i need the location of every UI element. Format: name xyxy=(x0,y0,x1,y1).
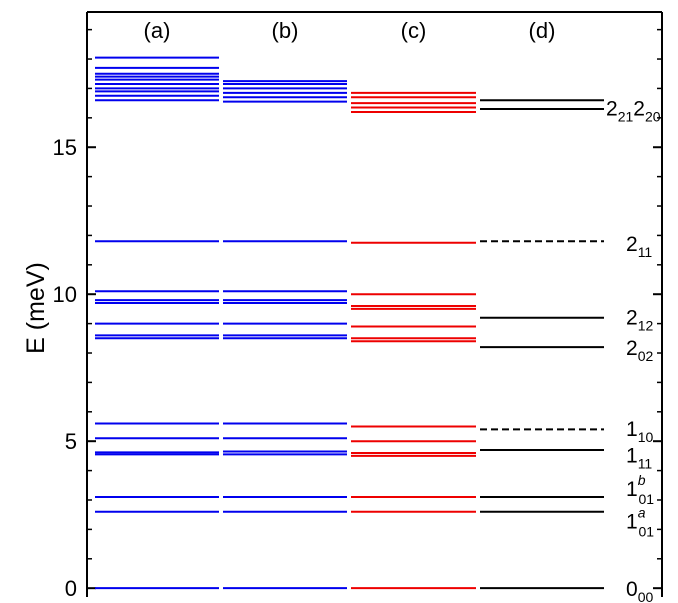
column-title: (a) xyxy=(144,18,171,43)
level-label: 111 xyxy=(626,444,652,471)
level-columns: (a) (b) (c) (d) xyxy=(95,18,604,590)
level-label: 212 xyxy=(626,306,653,333)
level-label: 1b 01 xyxy=(626,472,654,507)
column-title: (c) xyxy=(401,18,427,43)
level-label: 221220 xyxy=(606,98,661,125)
column-3: (d) xyxy=(480,18,604,590)
column-title: (d) xyxy=(529,18,556,43)
level-label: 211 xyxy=(626,233,652,260)
column-0: (a) xyxy=(95,18,219,590)
y-axis: 0 5 10 15 xyxy=(53,28,662,601)
level-label: 1a 01 xyxy=(626,505,654,540)
column-title: (b) xyxy=(272,18,299,43)
y-tick-label: 5 xyxy=(65,429,77,454)
level-label: 110 xyxy=(626,418,653,445)
level-label: 000 xyxy=(626,578,653,603)
level-label: 202 xyxy=(626,337,653,364)
y-tick-label: 15 xyxy=(53,135,77,160)
column-2: (c) xyxy=(351,18,476,590)
y-tick-label: 0 xyxy=(65,576,77,601)
y-axis-label: E (meV) xyxy=(22,262,50,354)
column-1: (b) xyxy=(223,18,347,590)
y-tick-label: 10 xyxy=(53,282,77,307)
